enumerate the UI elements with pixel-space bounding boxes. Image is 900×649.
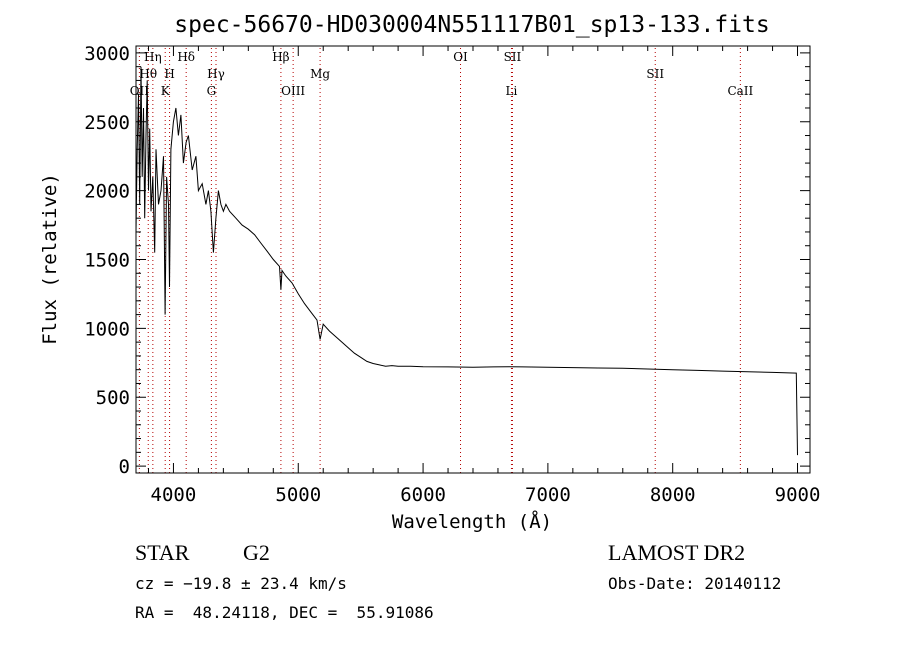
x-axis-label: Wavelength (Å) <box>392 510 552 533</box>
y-axis-label: Flux (relative) <box>39 173 61 345</box>
marker-label: G <box>207 84 217 98</box>
marker-label: Hγ <box>207 67 225 81</box>
marker-label: OII <box>130 84 150 98</box>
y-tick-label: 500 <box>96 387 130 409</box>
marker-label: H <box>164 67 174 81</box>
marker-label: Hβ <box>272 50 289 64</box>
x-tick-label: 4000 <box>151 484 197 506</box>
object-class: STAR <box>135 540 190 565</box>
y-tick-label: 2500 <box>84 112 130 134</box>
y-tick-label: 2000 <box>84 181 130 203</box>
object-subclass: G2 <box>243 540 270 565</box>
coordinates: RA = 48.24118, DEC = 55.91086 <box>135 603 434 622</box>
x-tick-label: 6000 <box>400 484 446 506</box>
marker-label: CaII <box>727 84 753 98</box>
observation-date: Obs-Date: 20140112 <box>608 574 782 593</box>
x-tick-label: 9000 <box>775 484 821 506</box>
marker-label: OI <box>453 50 468 64</box>
x-tick-label: 5000 <box>275 484 321 506</box>
chart-title: spec-56670-HD030004N551117B01_sp13-133.f… <box>174 12 769 38</box>
x-tick-label: 7000 <box>525 484 571 506</box>
y-tick-label: 0 <box>119 456 130 478</box>
marker-label: Hη <box>144 50 162 64</box>
y-tick-label: 1500 <box>84 250 130 272</box>
marker-label: Li <box>506 84 518 98</box>
marker-label: Hδ <box>177 50 195 64</box>
redshift-cz: cz = −19.8 ± 23.4 km/s <box>135 574 347 593</box>
x-tick-label: 8000 <box>650 484 696 506</box>
marker-label: Hθ <box>139 67 157 81</box>
marker-label: Mg <box>310 67 330 81</box>
plot-frame <box>135 45 811 474</box>
axis-ticks: 4000 5000 6000 7000 8000 9000 0 500 1000 1500 2000… <box>84 43 820 506</box>
y-tick-label: 3000 <box>84 43 130 65</box>
spectrum-line <box>135 66 798 456</box>
marker-label: SII <box>504 50 522 64</box>
marker-label: K <box>161 84 171 98</box>
marker-label: OIII <box>281 84 305 98</box>
survey-name: LAMOST DR2 <box>608 540 746 565</box>
marker-label: SII <box>646 67 664 81</box>
y-tick-label: 1000 <box>84 318 130 340</box>
